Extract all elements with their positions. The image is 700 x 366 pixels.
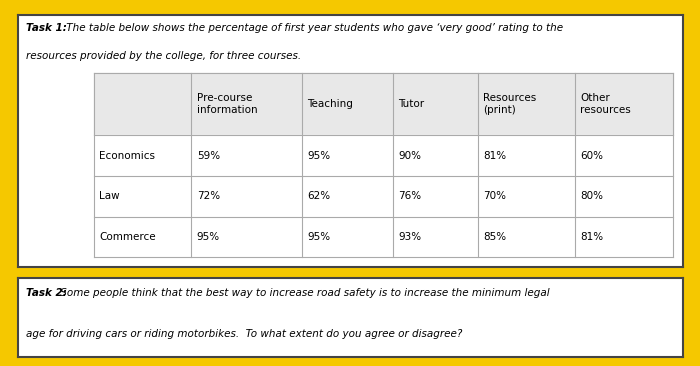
Text: 95%: 95%: [197, 232, 220, 242]
Text: Law: Law: [99, 191, 120, 201]
Text: 59%: 59%: [197, 151, 220, 161]
Text: The table below shows the percentage of first year students who gave ‘very good’: The table below shows the percentage of …: [63, 23, 563, 33]
Text: 95%: 95%: [307, 151, 330, 161]
Text: 95%: 95%: [307, 232, 330, 242]
Text: 70%: 70%: [483, 191, 506, 201]
Text: 62%: 62%: [307, 191, 330, 201]
Text: Some people think that the best way to increase road safety is to increase the m: Some people think that the best way to i…: [57, 288, 550, 298]
Text: 60%: 60%: [580, 151, 603, 161]
Text: Tutor: Tutor: [398, 99, 424, 109]
Text: 80%: 80%: [580, 191, 603, 201]
Text: 0: 0: [287, 116, 364, 224]
Text: age for driving cars or riding motorbikes.  To what extent do you agree or disag: age for driving cars or riding motorbike…: [26, 329, 463, 339]
Text: Other
resources: Other resources: [580, 93, 631, 115]
Text: Resources
(print): Resources (print): [483, 93, 536, 115]
Text: 93%: 93%: [398, 232, 421, 242]
Text: Commerce: Commerce: [99, 232, 156, 242]
Text: 85%: 85%: [483, 232, 506, 242]
Text: resources provided by the college, for three courses.: resources provided by the college, for t…: [26, 51, 301, 61]
Text: 72%: 72%: [197, 191, 220, 201]
Text: 76%: 76%: [398, 191, 421, 201]
Text: Economics: Economics: [99, 151, 155, 161]
Text: 90%: 90%: [398, 151, 421, 161]
Text: Task 2:: Task 2:: [26, 288, 67, 298]
Text: 81%: 81%: [483, 151, 506, 161]
Text: Teaching: Teaching: [307, 99, 354, 109]
Text: Pre-course
information: Pre-course information: [197, 93, 258, 115]
Text: 81%: 81%: [580, 232, 603, 242]
Text: Task 1:: Task 1:: [26, 23, 67, 33]
